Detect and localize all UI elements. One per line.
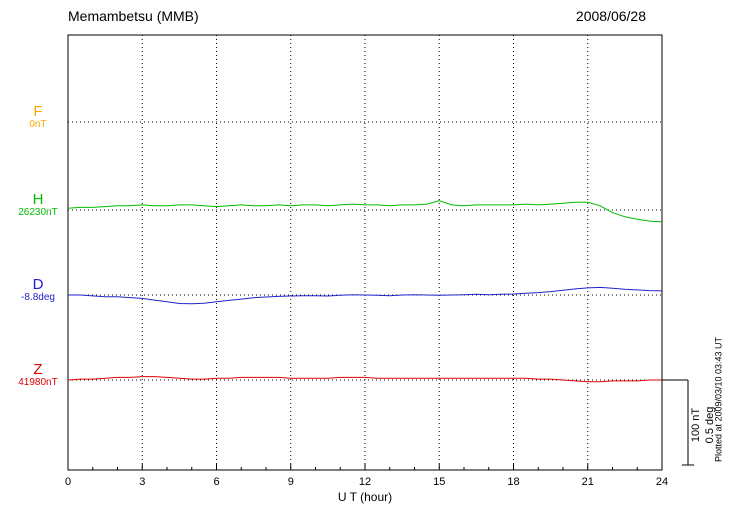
series-letter-Z: Z [33,361,43,378]
series-baseline-D: -8.8deg [21,292,55,303]
series-letter-F: F [33,103,43,120]
series-label-H: H 26230nT [0,192,76,219]
x-tick-label: 6 [213,476,219,488]
series-baseline-H: 26230nT [18,207,58,218]
x-tick-label: 0 [65,476,71,488]
scale-label-nt: 100 nT [690,407,702,443]
series-label-D: D -8.8deg [0,277,76,304]
x-tick-label: 9 [288,476,294,488]
station-title: Memambetsu (MMB) [68,8,199,24]
x-axis-title: U T (hour) [337,490,393,504]
plot-frame [67,34,663,471]
trace-H [67,200,663,223]
x-tick-label: 3 [139,476,145,488]
x-tick-label: 12 [359,476,371,488]
x-tick-label: 18 [507,476,519,488]
series-letter-D: D [32,276,44,293]
series-letter-H: H [32,191,44,208]
series-label-Z: Z 41980nT [0,362,76,389]
x-tick-label: 24 [656,476,668,488]
x-tick-label: 21 [582,476,594,488]
series-label-F: F 0nT [0,104,76,131]
trace-Z [67,376,662,383]
x-tick-label: 15 [433,476,445,488]
plotted-at-note: Plotted at 2009/03/10 03:43 UT [713,336,724,463]
trace-D [68,286,663,305]
series-baseline-F: 0nT [29,119,47,130]
series-baseline-Z: 41980nT [18,377,58,388]
observation-date: 2008/06/28 [575,8,646,24]
